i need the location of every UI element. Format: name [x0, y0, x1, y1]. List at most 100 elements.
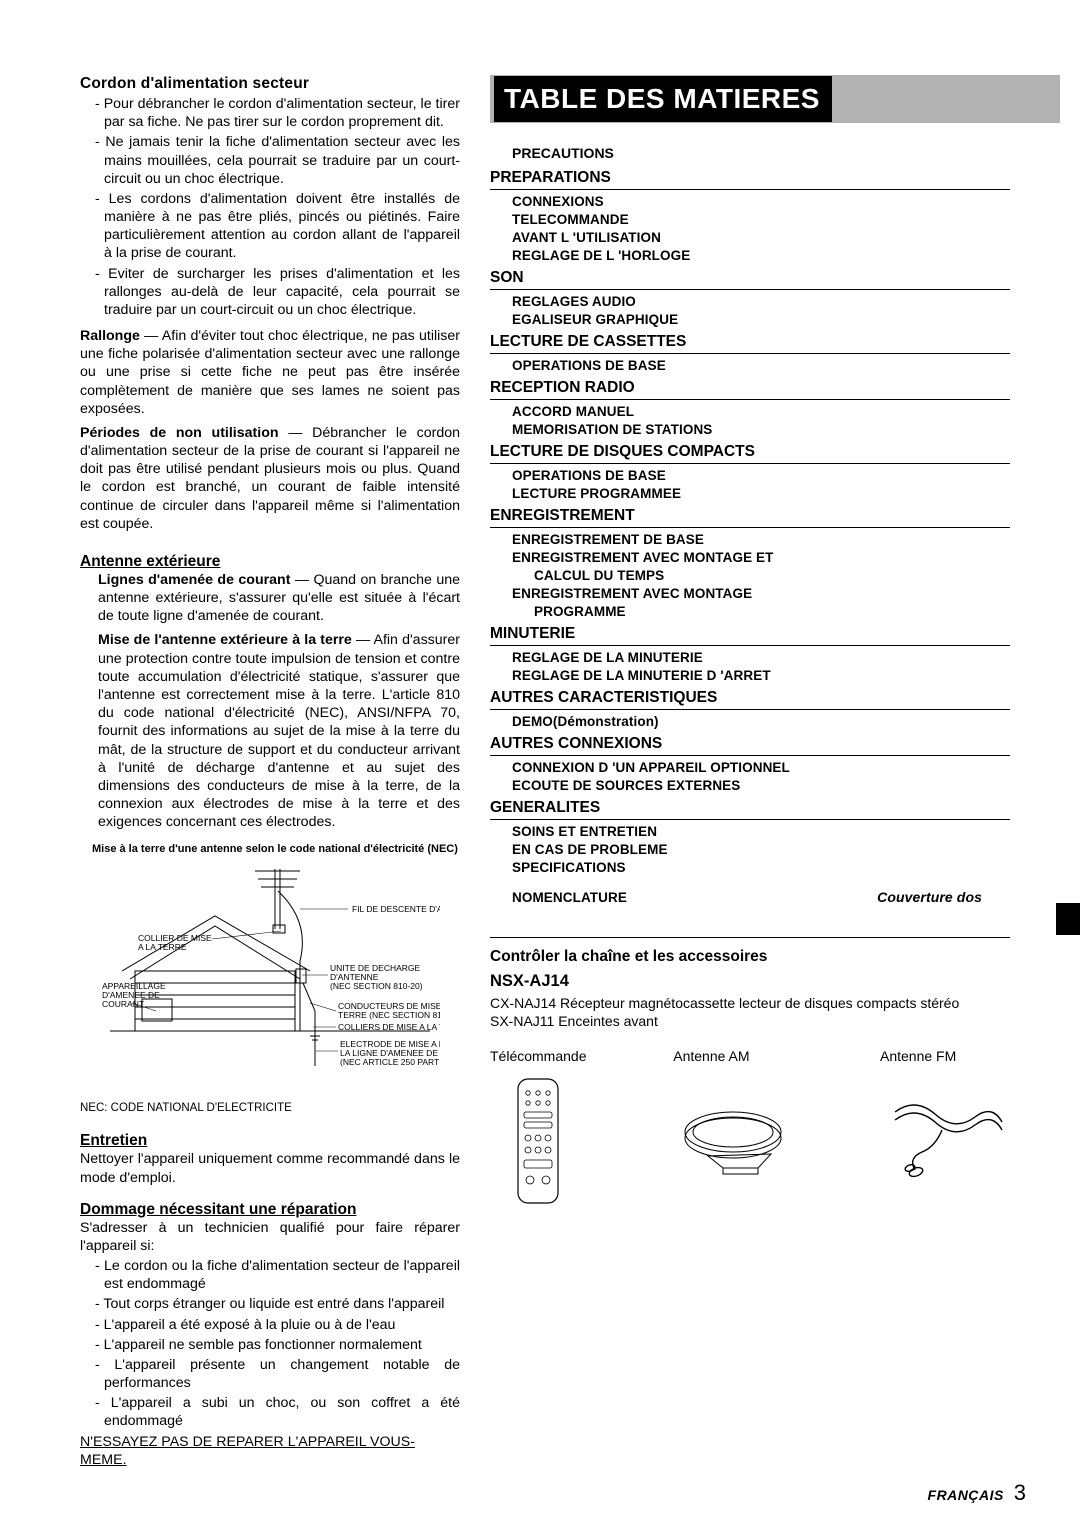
toc-section: RECEPTION RADIO: [490, 379, 1010, 400]
toc-section: PREPARATIONS: [490, 169, 1010, 190]
cord-item: - Eviter de surcharger les prises d'alim…: [95, 265, 460, 320]
toc-sub: AVANT L 'UTILISATION: [512, 230, 1010, 245]
am-loop-icon: [673, 1100, 793, 1180]
toc-section: AUTRES CONNEXIONS: [490, 735, 1010, 756]
toc-sub: CALCUL DU TEMPS: [512, 568, 1010, 583]
diagram-caption: Mise à la terre d'une antenne selon le c…: [92, 843, 460, 855]
cord-item: - Les cordons d'alimentation doivent êtr…: [95, 190, 460, 263]
acc-remote-label: Télécommande: [490, 1048, 587, 1064]
toc-section: AUTRES CARACTERISTIQUES: [490, 689, 1010, 710]
diag-label-cond: CONDUCTEURS DE MISE A LATERRE (NEC SECTI…: [338, 1001, 440, 1020]
antenna-title: Antenne extérieure: [80, 553, 460, 571]
nomenclature-label: NOMENCLATURE: [512, 890, 627, 905]
ant-ground-runin: Mise de l'antenne extérieure à la terre: [98, 632, 352, 648]
dommage-intro: S'adresser à un technicien qualifié pour…: [80, 1219, 460, 1255]
toc-section: LECTURE DE CASSETTES: [490, 333, 1010, 354]
entretien-body: Nettoyer l'appareil uniquement comme rec…: [80, 1150, 460, 1186]
toc-sub: EN CAS DE PROBLEME: [512, 842, 1010, 857]
toc-sub: ENREGISTREMENT DE BASE: [512, 532, 1010, 547]
toc-sub: PROGRAMME: [512, 604, 1010, 619]
periodes-runin: Périodes de non utilisation: [80, 425, 279, 441]
toc-section: ENREGISTREMENT: [490, 507, 1010, 528]
dommage-item: - L'appareil ne semble pas fonctionner n…: [95, 1336, 460, 1354]
periodes-para: Périodes de non utilisation — Débrancher…: [80, 424, 460, 533]
dommage-item: - Le cordon ou la fiche d'alimentation s…: [95, 1257, 460, 1293]
toc-sub: DEMO(Démonstration): [512, 714, 1010, 729]
right-column: TABLE DES MATIERES PRECAUTIONS PREPARATI…: [490, 75, 1010, 1475]
side-tab: [1056, 903, 1080, 935]
acc-am-label: Antenne AM: [673, 1048, 793, 1064]
acc-line1: CX-NAJ14 Récepteur magnétocassette lecte…: [490, 995, 959, 1011]
toc-title-bar: TABLE DES MATIERES: [490, 75, 1010, 123]
dommage-list: - Le cordon ou la fiche d'alimentation s…: [80, 1257, 460, 1431]
toc-section: SON: [490, 269, 1010, 290]
dommage-warn: N'ESSAYEZ PAS DE REPARER L'APPAREIL VOUS…: [80, 1433, 460, 1469]
acc-body: CX-NAJ14 Récepteur magnétocassette lecte…: [490, 995, 1010, 1030]
acc-am-cell: Antenne AM: [673, 1048, 793, 1180]
fm-wire-icon: [880, 1092, 1010, 1182]
toc-section: MINUTERIE: [490, 625, 1010, 646]
acc-grid: Télécommande: [490, 1048, 1010, 1206]
toc-sub: MEMORISATION DE STATIONS: [512, 422, 1010, 437]
toc-sub: SPECIFICATIONS: [512, 860, 1010, 875]
left-column: Cordon d'alimentation secteur - Pour déb…: [80, 75, 460, 1475]
diag-label-unit: UNITE DE DECHARGED'ANTENNE(NEC SECTION 8…: [330, 963, 423, 991]
toc-sub: TELECOMMANDE: [512, 212, 1010, 227]
cord-list: - Pour débrancher le cordon d'alimentati…: [80, 95, 460, 319]
toc-sub: ENREGISTREMENT AVEC MONTAGE: [512, 586, 1010, 601]
toc-sub: LECTURE PROGRAMMEE: [512, 486, 1010, 501]
toc-section: LECTURE DE DISQUES COMPACTS: [490, 443, 1010, 464]
toc-sub: REGLAGES AUDIO: [512, 294, 1010, 309]
dommage-item: - L'appareil a subi un choc, ou son coff…: [95, 1394, 460, 1430]
cover-label: Couverture dos: [877, 889, 982, 905]
toc-sub: EGALISEUR GRAPHIQUE: [512, 312, 1010, 327]
cord-item: - Pour débrancher le cordon d'alimentati…: [95, 95, 460, 131]
dommage-item: - Tout corps étranger ou liquide est ent…: [95, 1295, 460, 1313]
toc-sub: OPERATIONS DE BASE: [512, 358, 1010, 373]
toc-sub: ECOUTE DE SOURCES EXTERNES: [512, 778, 1010, 793]
toc-sub: CONNEXION D 'UN APPAREIL OPTIONNEL: [512, 760, 1010, 775]
toc-sub: CONNEXIONS: [512, 194, 1010, 209]
diag-label-clamp: COLLIER DE MISEA LA TERRE: [138, 933, 212, 952]
remote-icon: [513, 1076, 563, 1206]
toc-sub: ENREGISTREMENT AVEC MONTAGE ET: [512, 550, 1010, 565]
ant-ground-para: Mise de l'antenne extérieure à la terre …: [98, 631, 460, 831]
ant-ground-body: — Afin d'assurer une protection contre t…: [98, 632, 460, 830]
nec-note: NEC: CODE NATIONAL D'ELECTRICITE: [80, 1102, 460, 1114]
ant-lines-runin: Lignes d'amenée de courant: [98, 572, 290, 588]
acc-fm-cell: Antenne FM: [880, 1048, 1010, 1182]
diag-label-equip: APPAREILLAGED'AMENEE DECOURANT: [102, 981, 166, 1009]
acc-heading: Contrôler la chaîne et les accessoires: [490, 948, 1010, 966]
toc-sub: REGLAGE DE L 'HORLOGE: [512, 248, 1010, 263]
acc-line2: SX-NAJ11 Enceintes avant: [490, 1013, 658, 1029]
dommage-item: - L'appareil présente un changement nota…: [95, 1356, 460, 1392]
rallonge-runin: Rallonge: [80, 328, 140, 344]
acc-model: NSX-AJ14: [490, 972, 1010, 991]
dommage-item: - L'appareil a été exposé à la pluie ou …: [95, 1316, 460, 1334]
acc-fm-label: Antenne FM: [880, 1048, 1010, 1064]
ant-lines-para: Lignes d'amenée de courant — Quand on br…: [98, 571, 460, 626]
toc-title: TABLE DES MATIERES: [494, 76, 832, 122]
diag-label-wire: FIL DE DESCENTE D'ANTENNE: [352, 904, 440, 914]
toc-sub: SOINS ET ENTRETIEN: [512, 824, 1010, 839]
footer-page-num: 3: [1014, 1480, 1026, 1505]
toc-sub: REGLAGE DE LA MINUTERIE D 'ARRET: [512, 668, 1010, 683]
cord-item: - Ne jamais tenir la fiche d'alimentatio…: [95, 133, 460, 188]
page-footer: FRANÇAIS 3: [928, 1480, 1026, 1506]
accessories-block: Contrôler la chaîne et les accessoires N…: [490, 937, 1010, 1206]
footer-lang: FRANÇAIS: [928, 1487, 1004, 1503]
acc-remote-cell: Télécommande: [490, 1048, 587, 1206]
toc-sub: OPERATIONS DE BASE: [512, 468, 1010, 483]
entretien-title: Entretien: [80, 1132, 460, 1150]
cord-title: Cordon d'alimentation secteur: [80, 75, 460, 93]
diag-label-electrode: ELECTRODE DE MISE A LA TERRE DELA LIGNE …: [340, 1039, 440, 1067]
toc-sub: REGLAGE DE LA MINUTERIE: [512, 650, 1010, 665]
grounding-diagram: FIL DE DESCENTE D'ANTENNE COLLIER DE MIS…: [80, 861, 460, 1096]
toc-nomenclature-row: NOMENCLATURE Couverture dos: [512, 889, 1010, 905]
rallonge-para: Rallonge — Afin d'éviter tout choc élect…: [80, 327, 460, 418]
toc-sub: ACCORD MANUEL: [512, 404, 1010, 419]
dommage-title: Dommage nécessitant une réparation: [80, 1201, 460, 1219]
toc-section: GENERALITES: [490, 799, 1010, 820]
diag-label-clamps2: COLLIERS DE MISE A LA TERRE: [338, 1022, 440, 1032]
toc-precautions: PRECAUTIONS: [512, 145, 1010, 161]
